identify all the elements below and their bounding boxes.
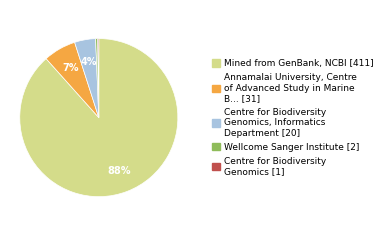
Text: 4%: 4%: [81, 57, 97, 66]
Legend: Mined from GenBank, NCBI [411], Annamalai University, Centre
of Advanced Study i: Mined from GenBank, NCBI [411], Annamala…: [212, 59, 374, 176]
Text: 88%: 88%: [108, 166, 131, 176]
Wedge shape: [96, 39, 99, 118]
Wedge shape: [74, 39, 99, 118]
Wedge shape: [98, 39, 99, 118]
Wedge shape: [46, 42, 99, 118]
Text: 7%: 7%: [62, 63, 79, 73]
Wedge shape: [20, 39, 178, 197]
